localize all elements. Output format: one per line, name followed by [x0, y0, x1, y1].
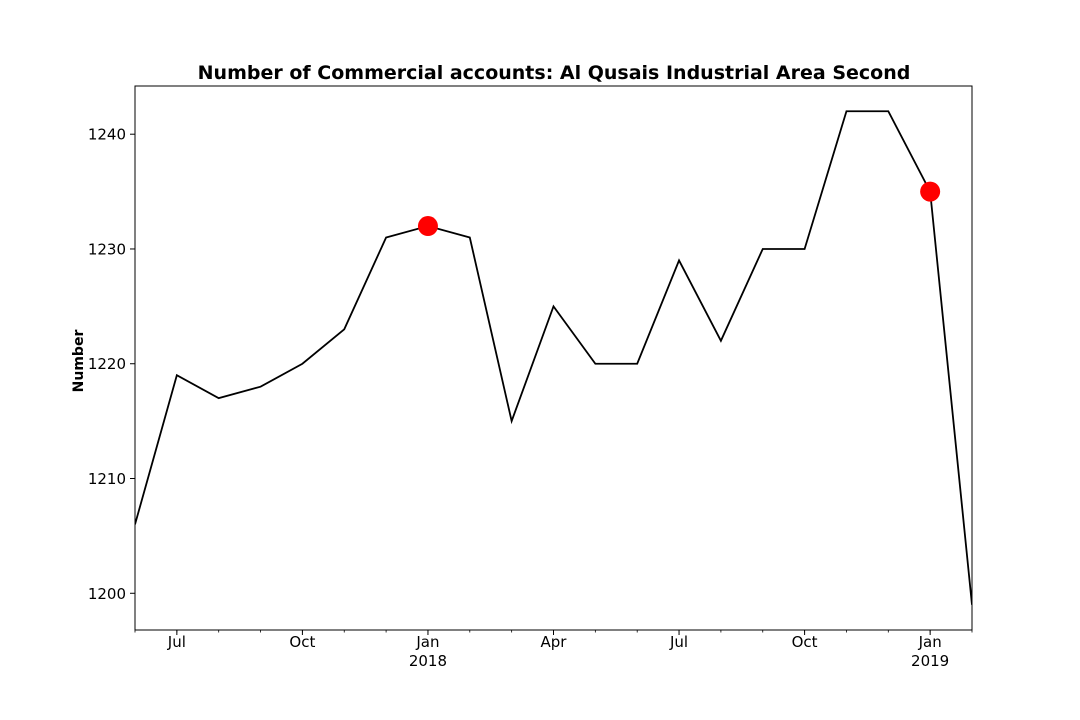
y-tick-label: 1210	[88, 470, 126, 488]
x-tick-year-label: 2018	[409, 652, 447, 670]
y-tick-label: 1240	[88, 126, 126, 144]
chart-title: Number of Commercial accounts: Al Qusais…	[198, 62, 911, 84]
x-tick-label: Jan	[415, 633, 439, 651]
x-tick-year-label: 2019	[911, 652, 949, 670]
x-tick-label: Oct	[792, 633, 818, 651]
plot-area	[135, 110, 972, 605]
x-tick-label: Jul	[167, 633, 186, 651]
y-axis-label: Number	[71, 330, 87, 393]
x-tick-label: Apr	[541, 633, 568, 651]
highlight-point-1	[920, 181, 941, 202]
x-tick-label: Oct	[289, 633, 315, 651]
y-tick-label: 1220	[88, 355, 126, 373]
x-tick-label: Jan	[918, 633, 942, 651]
plot-frame	[134, 85, 973, 631]
x-tick-label: Jul	[669, 633, 688, 651]
series-line-0	[135, 110, 972, 605]
y-tick-label: 1200	[88, 585, 126, 603]
y-tick-label: 1230	[88, 240, 126, 258]
highlight-point-0	[417, 216, 438, 237]
